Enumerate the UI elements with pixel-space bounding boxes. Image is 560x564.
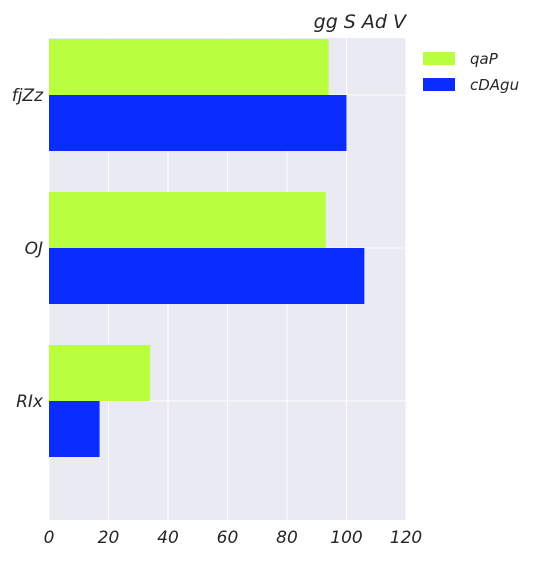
y-tick-label: fjZz bbox=[12, 86, 44, 106]
x-tick-label: 80 bbox=[276, 528, 298, 548]
legend-swatch bbox=[423, 52, 455, 65]
x-tick-label: 0 bbox=[44, 528, 55, 548]
bar-cDAgu-RIx bbox=[49, 401, 100, 457]
chart-title: gg S Ad V bbox=[314, 11, 408, 33]
legend: qaP cDAgu bbox=[423, 50, 519, 94]
x-tick-label: 60 bbox=[217, 528, 239, 548]
bar-qaP-OJ bbox=[49, 192, 326, 248]
y-tick-label: OJ bbox=[25, 239, 43, 259]
axes: 0 20 40 60 80 100 120 fjZz OJ RIx bbox=[12, 86, 423, 548]
bar-cDAgu-fjZz bbox=[49, 95, 347, 151]
x-tick-label: 20 bbox=[98, 528, 120, 548]
legend-label: cDAgu bbox=[470, 76, 519, 94]
x-tick-label: 100 bbox=[330, 528, 362, 548]
bar-qaP-RIx bbox=[49, 345, 151, 401]
bar-cDAgu-OJ bbox=[49, 248, 365, 304]
x-tick-label: 120 bbox=[390, 528, 422, 548]
bars bbox=[49, 39, 365, 457]
legend-swatch bbox=[423, 78, 455, 91]
legend-label: qaP bbox=[470, 50, 499, 68]
y-tick-label: RIx bbox=[16, 392, 44, 412]
bar-qaP-fjZz bbox=[49, 39, 329, 95]
x-tick-label: 40 bbox=[157, 528, 179, 548]
